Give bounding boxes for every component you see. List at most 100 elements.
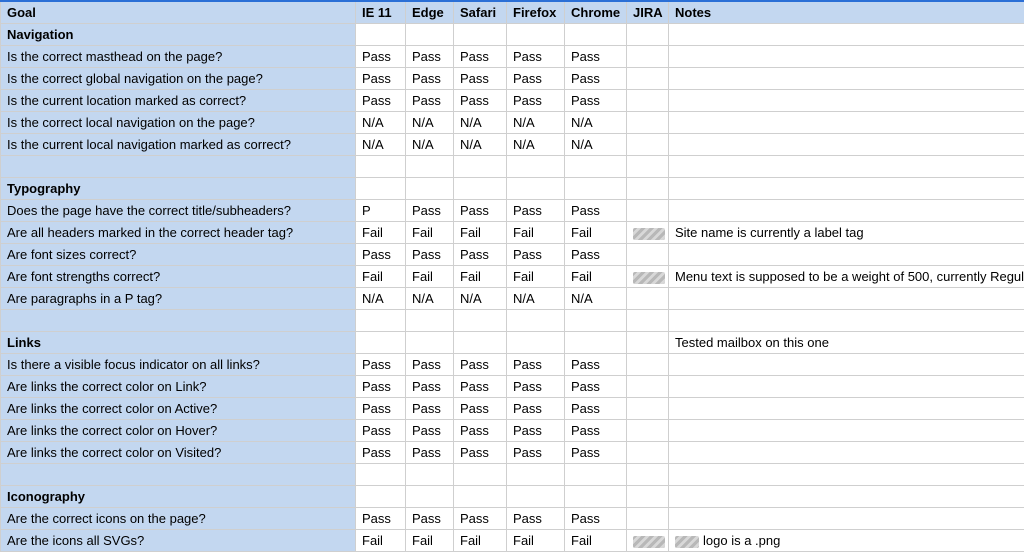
result-cell-chrome[interactable]	[565, 464, 627, 486]
result-cell-safari[interactable]	[454, 24, 507, 46]
result-cell-edge[interactable]: Pass	[406, 68, 454, 90]
goal-cell[interactable]: Are links the correct color on Link?	[1, 376, 356, 398]
spacer-cell[interactable]	[1, 156, 356, 178]
result-cell-edge[interactable]: Pass	[406, 244, 454, 266]
spacer-cell[interactable]	[1, 310, 356, 332]
notes-cell[interactable]	[669, 24, 1024, 46]
jira-cell[interactable]	[627, 310, 669, 332]
result-cell-ie11[interactable]: P	[356, 200, 406, 222]
spacer-cell[interactable]	[1, 464, 356, 486]
result-cell-safari[interactable]: Pass	[454, 68, 507, 90]
result-cell-safari[interactable]	[454, 156, 507, 178]
result-cell-ie11[interactable]: Pass	[356, 244, 406, 266]
result-cell-safari[interactable]: N/A	[454, 134, 507, 156]
jira-cell[interactable]	[627, 420, 669, 442]
result-cell-firefox[interactable]: Pass	[507, 420, 565, 442]
result-cell-firefox[interactable]	[507, 310, 565, 332]
col-header-jira[interactable]: JIRA	[627, 1, 669, 24]
result-cell-chrome[interactable]	[565, 332, 627, 354]
notes-cell[interactable]	[669, 376, 1024, 398]
goal-cell[interactable]: Are the icons all SVGs?	[1, 530, 356, 552]
result-cell-firefox[interactable]: Fail	[507, 266, 565, 288]
goal-cell[interactable]: Are all headers marked in the correct he…	[1, 222, 356, 244]
col-header-firefox[interactable]: Firefox	[507, 1, 565, 24]
result-cell-edge[interactable]: Pass	[406, 420, 454, 442]
result-cell-ie11[interactable]: Pass	[356, 90, 406, 112]
jira-cell[interactable]	[627, 112, 669, 134]
result-cell-safari[interactable]: N/A	[454, 112, 507, 134]
result-cell-chrome[interactable]: N/A	[565, 288, 627, 310]
notes-cell[interactable]	[669, 310, 1024, 332]
result-cell-firefox[interactable]: Pass	[507, 200, 565, 222]
result-cell-chrome[interactable]: Fail	[565, 530, 627, 552]
result-cell-ie11[interactable]	[356, 178, 406, 200]
jira-cell[interactable]	[627, 354, 669, 376]
result-cell-edge[interactable]: Pass	[406, 398, 454, 420]
result-cell-ie11[interactable]	[356, 156, 406, 178]
result-cell-edge[interactable]	[406, 310, 454, 332]
result-cell-firefox[interactable]: N/A	[507, 112, 565, 134]
section-header[interactable]: Iconography	[1, 486, 356, 508]
notes-cell[interactable]	[669, 464, 1024, 486]
notes-cell[interactable]	[669, 156, 1024, 178]
result-cell-edge[interactable]: Fail	[406, 266, 454, 288]
goal-cell[interactable]: Is the current local navigation marked a…	[1, 134, 356, 156]
result-cell-safari[interactable]	[454, 332, 507, 354]
section-header[interactable]: Links	[1, 332, 356, 354]
col-header-notes[interactable]: Notes	[669, 1, 1024, 24]
jira-cell[interactable]	[627, 508, 669, 530]
notes-cell[interactable]	[669, 46, 1024, 68]
result-cell-edge[interactable]: Fail	[406, 530, 454, 552]
goal-cell[interactable]: Are paragraphs in a P tag?	[1, 288, 356, 310]
notes-cell[interactable]	[669, 508, 1024, 530]
result-cell-edge[interactable]: Pass	[406, 200, 454, 222]
result-cell-edge[interactable]: Pass	[406, 46, 454, 68]
result-cell-chrome[interactable]: Fail	[565, 266, 627, 288]
result-cell-chrome[interactable]: Pass	[565, 508, 627, 530]
result-cell-firefox[interactable]	[507, 464, 565, 486]
goal-cell[interactable]: Are font strengths correct?	[1, 266, 356, 288]
result-cell-ie11[interactable]: Pass	[356, 46, 406, 68]
result-cell-chrome[interactable]: Pass	[565, 376, 627, 398]
goal-cell[interactable]: Is the correct global navigation on the …	[1, 68, 356, 90]
jira-cell[interactable]	[627, 90, 669, 112]
result-cell-edge[interactable]: N/A	[406, 288, 454, 310]
result-cell-ie11[interactable]	[356, 486, 406, 508]
jira-cell[interactable]	[627, 288, 669, 310]
result-cell-firefox[interactable]	[507, 332, 565, 354]
result-cell-firefox[interactable]: Pass	[507, 376, 565, 398]
goal-cell[interactable]: Is the current location marked as correc…	[1, 90, 356, 112]
notes-cell[interactable]	[669, 442, 1024, 464]
result-cell-safari[interactable]: Pass	[454, 398, 507, 420]
result-cell-firefox[interactable]: Pass	[507, 68, 565, 90]
result-cell-chrome[interactable]: Pass	[565, 442, 627, 464]
notes-cell[interactable]	[669, 398, 1024, 420]
jira-cell[interactable]	[627, 398, 669, 420]
jira-cell[interactable]	[627, 486, 669, 508]
result-cell-firefox[interactable]	[507, 24, 565, 46]
result-cell-chrome[interactable]: Pass	[565, 420, 627, 442]
col-header-safari[interactable]: Safari	[454, 1, 507, 24]
result-cell-chrome[interactable]: Pass	[565, 90, 627, 112]
result-cell-edge[interactable]: Pass	[406, 442, 454, 464]
jira-cell[interactable]	[627, 332, 669, 354]
notes-cell[interactable]	[669, 200, 1024, 222]
result-cell-ie11[interactable]	[356, 310, 406, 332]
result-cell-ie11[interactable]: N/A	[356, 112, 406, 134]
notes-cell[interactable]: Menu text is supposed to be a weight of …	[669, 266, 1024, 288]
result-cell-chrome[interactable]	[565, 156, 627, 178]
notes-cell[interactable]	[669, 354, 1024, 376]
result-cell-firefox[interactable]	[507, 486, 565, 508]
result-cell-firefox[interactable]: Pass	[507, 398, 565, 420]
result-cell-ie11[interactable]: Pass	[356, 442, 406, 464]
result-cell-chrome[interactable]: N/A	[565, 112, 627, 134]
result-cell-ie11[interactable]: Pass	[356, 420, 406, 442]
result-cell-chrome[interactable]: Pass	[565, 354, 627, 376]
jira-cell[interactable]	[627, 530, 669, 552]
result-cell-firefox[interactable]: Pass	[507, 90, 565, 112]
result-cell-firefox[interactable]: Pass	[507, 244, 565, 266]
result-cell-chrome[interactable]: Pass	[565, 68, 627, 90]
notes-cell[interactable]: Site name is currently a label tag	[669, 222, 1024, 244]
jira-cell[interactable]	[627, 46, 669, 68]
result-cell-safari[interactable]	[454, 464, 507, 486]
